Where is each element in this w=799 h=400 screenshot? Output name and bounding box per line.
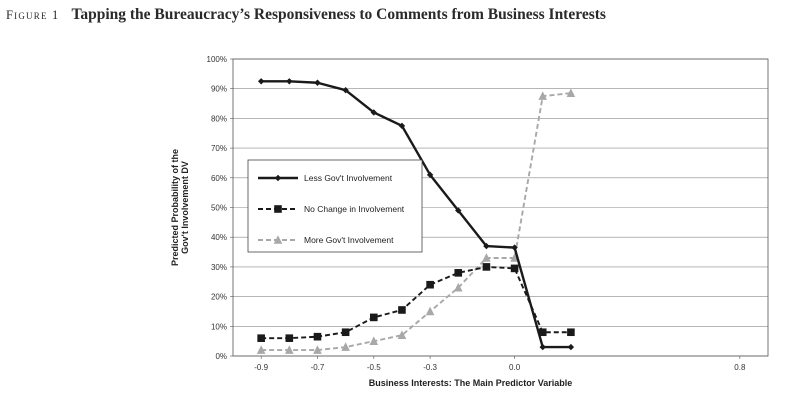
- data-point: [398, 122, 406, 130]
- data-point: [273, 235, 283, 244]
- y-tick-label: 100%: [207, 55, 227, 64]
- series-1: [257, 263, 575, 342]
- data-point: [341, 342, 350, 351]
- legend-label: No Change in Involvement: [304, 204, 405, 214]
- data-point: [285, 334, 294, 342]
- legend-label: More Gov't Involvement: [304, 235, 394, 245]
- y-axis-title-line: Gov't Involvement DV: [180, 161, 190, 254]
- data-point: [425, 306, 435, 316]
- data-point: [454, 269, 463, 277]
- x-tick-label: -0.3: [423, 363, 437, 372]
- y-tick-label: 10%: [211, 322, 227, 331]
- data-point: [567, 343, 575, 351]
- data-point: [257, 334, 265, 342]
- x-tick-label: -0.5: [367, 363, 381, 372]
- x-tick-label: 0.0: [509, 363, 521, 372]
- legend-item: No Change in Involvement: [258, 204, 405, 214]
- data-point: [341, 328, 350, 337]
- data-point: [482, 253, 491, 262]
- series-2: [256, 88, 576, 354]
- data-point: [257, 78, 265, 85]
- x-tick-label: -0.9: [254, 363, 268, 372]
- data-point: [398, 306, 406, 314]
- data-point: [369, 313, 378, 322]
- x-axis-ticks: -0.9 -0.7 -0.5 -0.3 0.0 0.8: [254, 356, 746, 372]
- data-point: [511, 244, 518, 251]
- data-point: [370, 109, 377, 116]
- x-tick-label: 0.8: [734, 363, 746, 372]
- figure-label: Figure 1: [6, 8, 60, 22]
- data-point: [314, 79, 321, 86]
- figure-title: Figure 1 Tapping the Bureaucracy’s Respon…: [6, 6, 796, 24]
- data-point: [426, 280, 434, 289]
- x-axis-title: Business Interests: The Main Predictor V…: [369, 378, 573, 388]
- data-point: [510, 264, 519, 273]
- data-point: [510, 253, 519, 262]
- data-point: [342, 86, 349, 94]
- data-point: [286, 78, 293, 85]
- data-point: [453, 282, 463, 292]
- chart-legend: Less Gov't Involvement No Change in Invol…: [247, 159, 423, 253]
- data-point: [285, 345, 294, 354]
- y-axis-ticks: 0% 10% 20% 30% 40% 50% 60% 70% 80% 90% 100%: [207, 55, 233, 361]
- data-point: [426, 171, 434, 179]
- series-line: [261, 80, 571, 349]
- x-tick-label: -0.7: [311, 363, 325, 372]
- series-layer: [256, 78, 576, 354]
- data-point: [566, 88, 576, 97]
- y-tick-label: 40%: [211, 233, 227, 242]
- y-axis-title-line: Predicted Probability of the: [170, 149, 180, 266]
- y-axis-title: Predicted Probability of theGov't Involv…: [170, 149, 190, 266]
- y-tick-label: 80%: [211, 114, 227, 123]
- data-point: [369, 336, 379, 345]
- y-tick-label: 30%: [211, 263, 227, 272]
- series-line: [261, 92, 571, 352]
- data-point: [539, 343, 546, 351]
- data-point: [313, 345, 322, 354]
- data-point: [482, 263, 491, 271]
- data-point: [397, 330, 407, 340]
- y-tick-label: 50%: [211, 204, 227, 213]
- series-line: [261, 265, 571, 340]
- y-tick-label: 60%: [211, 174, 227, 183]
- data-point: [256, 345, 266, 354]
- data-point: [538, 91, 548, 100]
- y-tick-label: 0%: [215, 352, 227, 361]
- y-tick-label: 70%: [211, 144, 227, 153]
- legend-label: Less Gov't Involvement: [304, 173, 393, 183]
- data-point: [455, 207, 462, 214]
- y-tick-label: 90%: [211, 85, 227, 94]
- figure-title-text: Tapping the Bureaucracy’s Responsiveness…: [71, 6, 606, 23]
- series-0: [257, 78, 575, 351]
- data-point: [538, 328, 547, 337]
- legend-item: Less Gov't Involvement: [258, 173, 393, 183]
- data-point: [567, 328, 575, 337]
- data-point: [313, 332, 322, 341]
- y-tick-label: 20%: [211, 293, 227, 302]
- data-point: [483, 242, 490, 250]
- legend-item: More Gov't Involvement: [258, 235, 394, 245]
- data-point: [274, 205, 282, 213]
- data-point: [274, 174, 282, 182]
